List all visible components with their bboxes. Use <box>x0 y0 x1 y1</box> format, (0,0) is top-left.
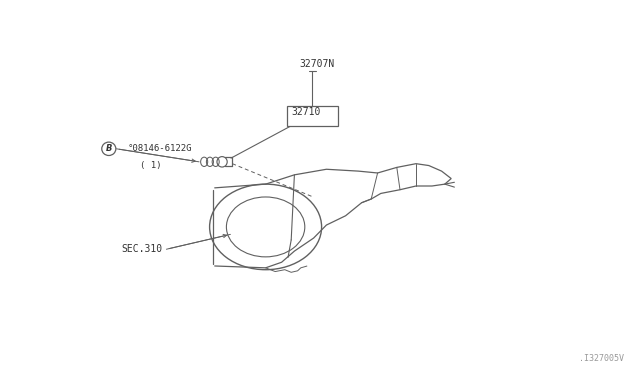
Text: .I327005V: .I327005V <box>579 354 624 363</box>
Text: B: B <box>106 144 112 153</box>
Text: 32710: 32710 <box>291 107 321 116</box>
Text: ( 1): ( 1) <box>140 161 161 170</box>
Text: SEC.310: SEC.310 <box>122 244 163 254</box>
Text: °08146-6122G: °08146-6122G <box>128 144 193 153</box>
Text: 32707N: 32707N <box>300 59 335 69</box>
